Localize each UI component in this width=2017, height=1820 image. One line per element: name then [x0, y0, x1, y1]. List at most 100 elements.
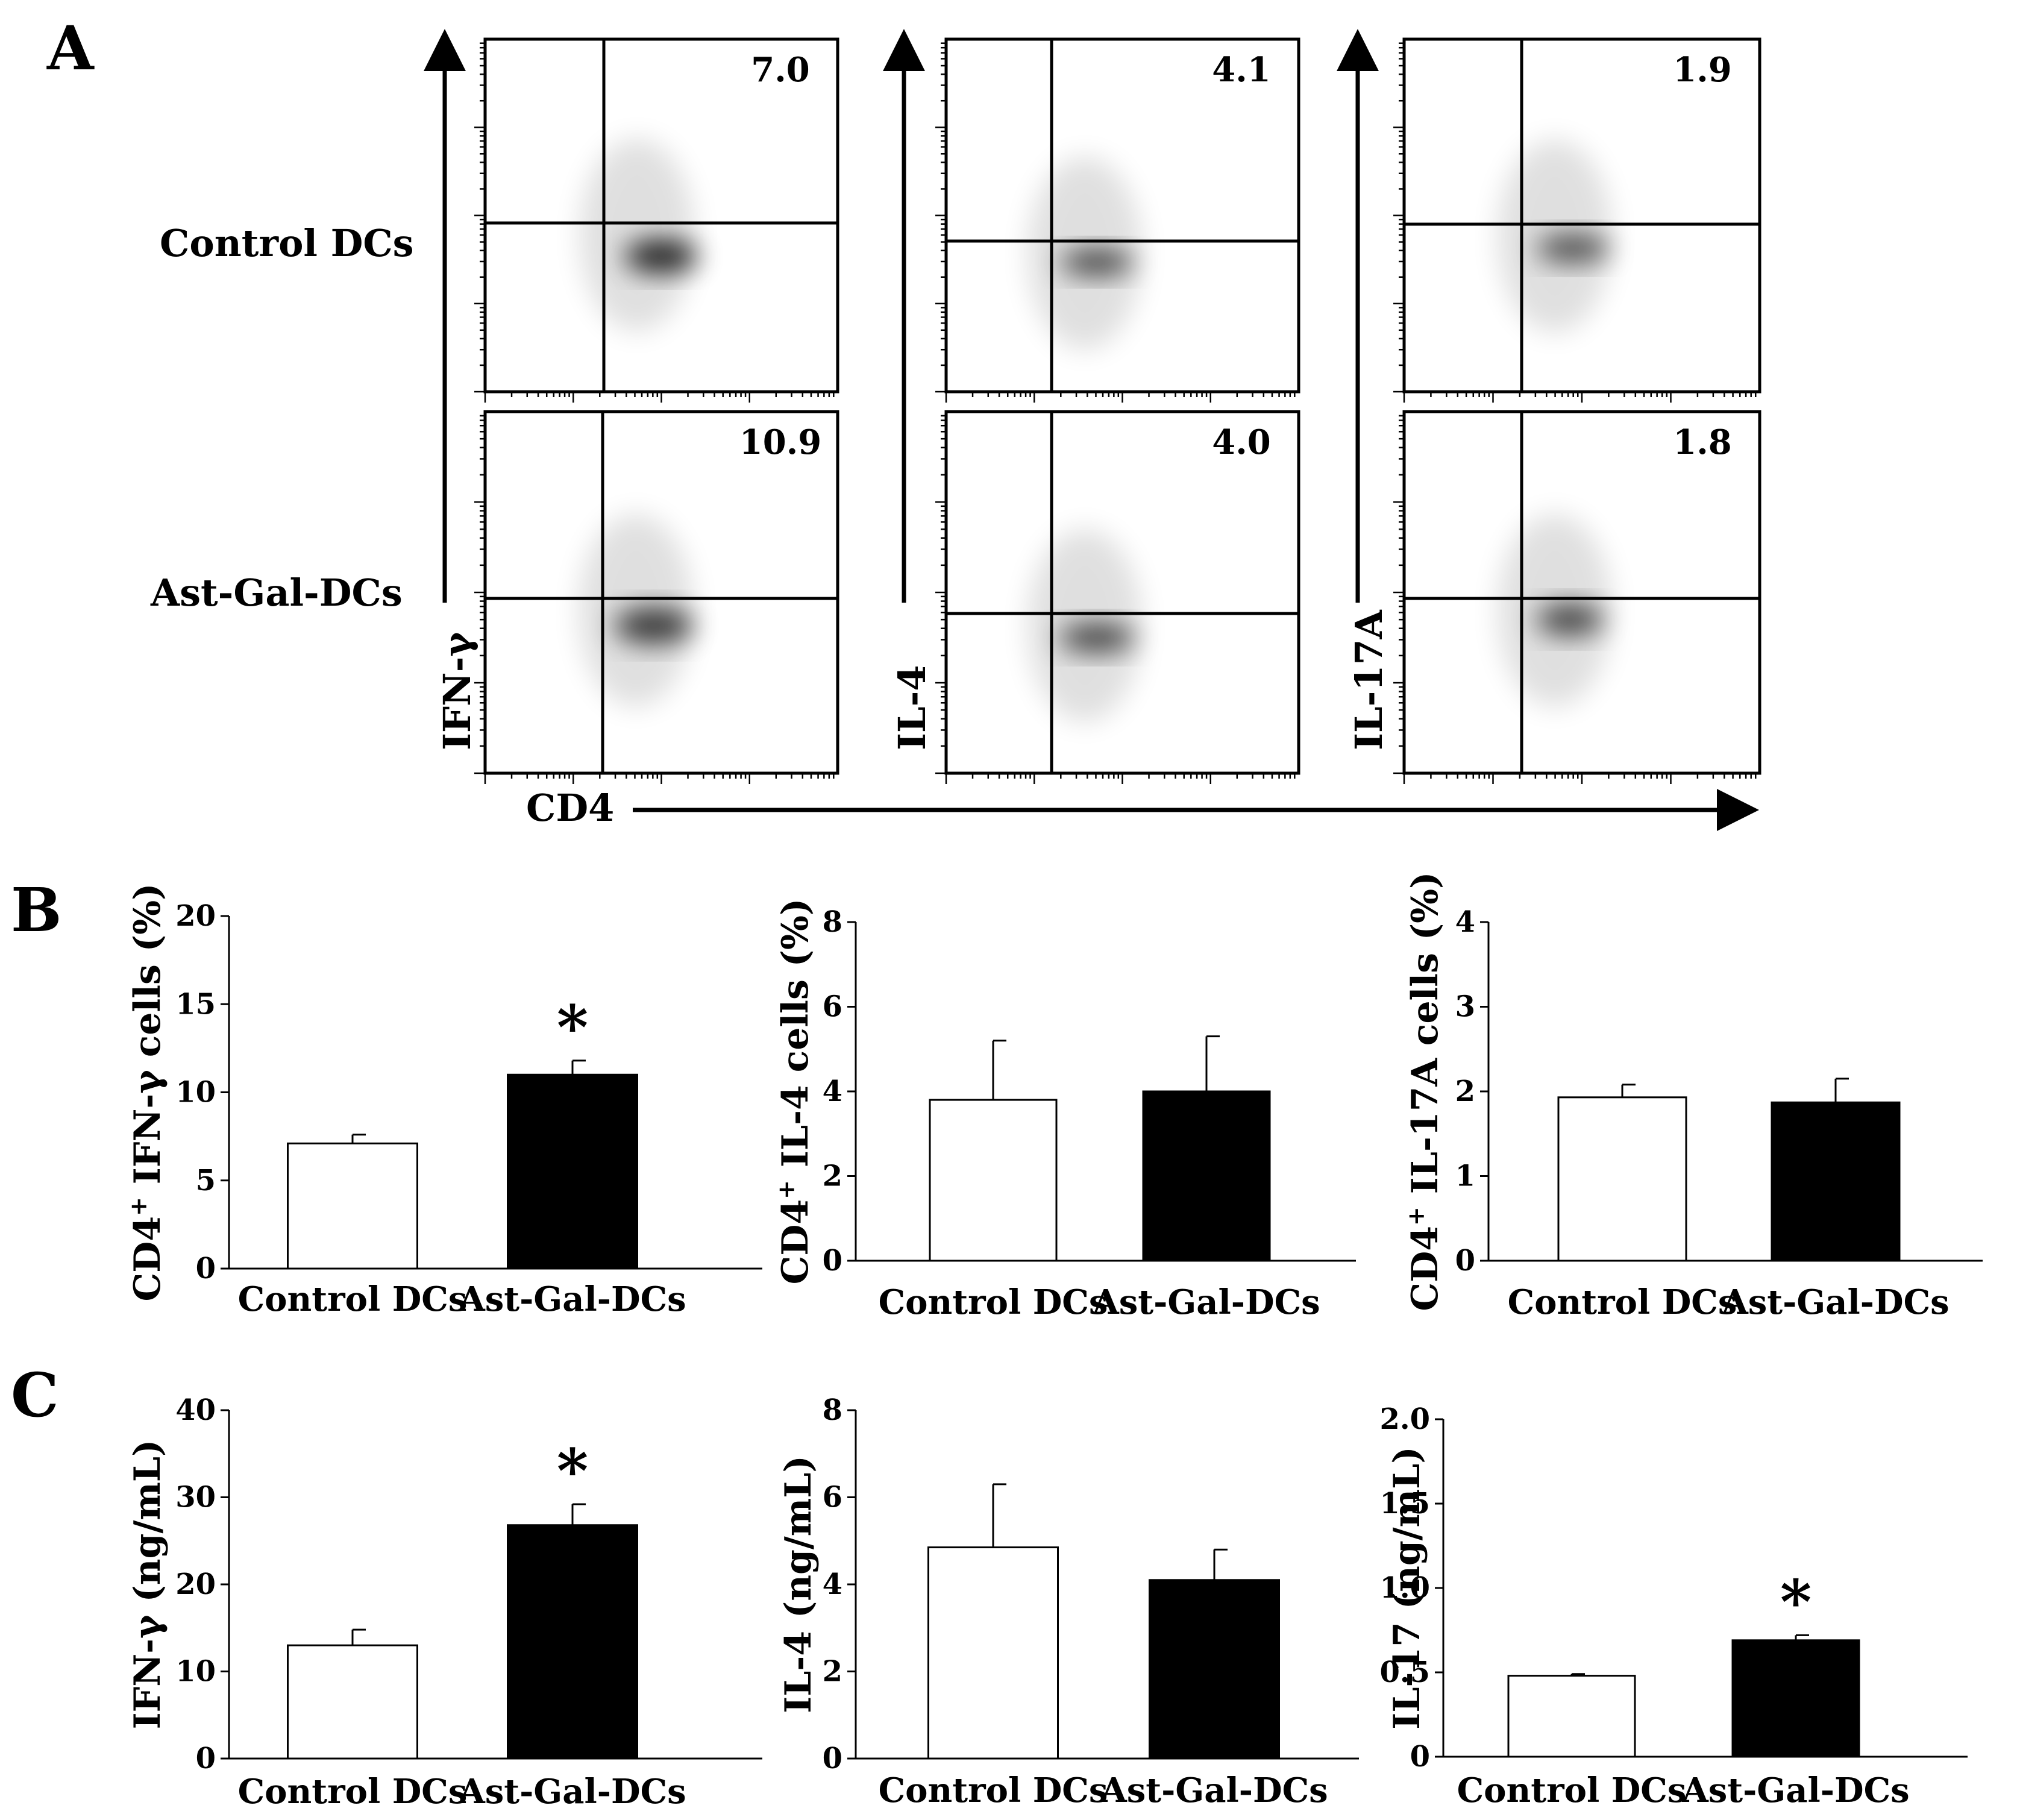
significance-marker: * — [557, 1436, 588, 1507]
y-label-il17a: IL-17A — [1347, 609, 1391, 750]
y-axis-label: CD4+ IFN-γ cells (%) — [125, 883, 169, 1302]
category-label: Ast-Gal-DCs — [1100, 1771, 1328, 1810]
y-tick-label: 5 — [196, 1164, 216, 1197]
cell-population-core — [1537, 234, 1609, 263]
y-axis-label: IL-17 (ng/mL) — [1386, 1446, 1428, 1729]
bar-astgal — [1771, 1101, 1901, 1262]
cell-population-core — [1059, 623, 1134, 652]
y-tick-label: 15 — [175, 987, 216, 1021]
quadrant-percentage: 4.1 — [1212, 50, 1270, 90]
y-tick-label: 4 — [1455, 905, 1475, 939]
quadrant-percentage: 1.8 — [1673, 422, 1731, 462]
cell-population-core — [1061, 249, 1133, 275]
y-tick-label: 2.0 — [1379, 1402, 1430, 1436]
flow-plot-r2-c2: 4.0 — [935, 410, 1300, 784]
y-tick-label: 4 — [823, 1075, 842, 1108]
cell-population-core — [1537, 604, 1603, 635]
y-tick-label: 2 — [823, 1655, 842, 1689]
cell-population-core — [615, 607, 693, 644]
panel-label-b: B — [11, 874, 62, 946]
y-label-il4: IL-4 — [890, 665, 934, 750]
significance-marker: * — [557, 992, 588, 1063]
category-label: Ast-Gal-DCs — [458, 1279, 686, 1319]
y-axis-label: CD4+ IL-17A cells (%) — [1402, 871, 1447, 1311]
category-label: Ast-Gal-DCs — [1092, 1282, 1320, 1322]
x-label-cd4: CD4 — [526, 786, 614, 830]
y-axis-label: IFN-γ (ng/mL) — [127, 1440, 169, 1730]
category-label: Ast-Gal-DCs — [1681, 1771, 1909, 1810]
y-tick-label: 10 — [175, 1655, 216, 1689]
y-tick-label: 6 — [823, 990, 842, 1024]
row-label-astgal: Ast-Gal-DCs — [150, 571, 403, 615]
category-label: Control DCs — [238, 1279, 468, 1319]
quadrant-percentage: 10.9 — [739, 422, 821, 462]
y-tick-label: 6 — [823, 1481, 842, 1514]
bar-astgal — [1731, 1639, 1860, 1758]
flow-plot-r2-c1: 10.9 — [474, 410, 839, 784]
flow-plot-r2-c3: 1.8 — [1393, 410, 1761, 784]
y-tick-label: 8 — [823, 1393, 842, 1427]
panel-label-c: C — [11, 1360, 59, 1431]
y-label-ifn: IFN-γ — [435, 632, 479, 750]
flow-plot-r1-c3: 1.9 — [1393, 37, 1761, 403]
y-tick-label: 2 — [1455, 1075, 1475, 1108]
bar-control — [1507, 1675, 1636, 1758]
y-tick-label: 4 — [823, 1567, 842, 1601]
category-label: Control DCs — [1457, 1771, 1687, 1810]
quadrant-percentage: 7.0 — [751, 50, 809, 90]
bar-astgal — [1149, 1579, 1280, 1760]
y-tick-label: 0 — [196, 1252, 216, 1285]
category-label: Ast-Gal-DCs — [1721, 1282, 1949, 1322]
y-tick-label: 10 — [175, 1076, 216, 1109]
y-tick-label: 2 — [823, 1159, 842, 1193]
y-tick-label: 1.0 — [1379, 1571, 1430, 1605]
cell-population-core — [625, 239, 697, 273]
y-tick-label: 0 — [823, 1742, 842, 1775]
y-tick-label: 3 — [1455, 990, 1475, 1024]
y-axis-label: IL-4 (ng/mL) — [777, 1455, 820, 1713]
bar-astgal — [1142, 1090, 1271, 1262]
y-tick-label: 8 — [823, 905, 842, 939]
category-label: Ast-Gal-DCs — [458, 1772, 686, 1812]
flow-plot-r1-c2: 4.1 — [935, 37, 1300, 403]
bar-control — [1557, 1096, 1687, 1262]
bar-control — [287, 1644, 418, 1760]
y-tick-label: 0 — [1455, 1244, 1475, 1278]
flow-cytometry-plots: 7.0 4.1 1.9 10.9 4.0 1.8 — [474, 37, 1761, 784]
y-tick-label: 1.5 — [1379, 1487, 1430, 1520]
category-label: Control DCs — [238, 1772, 468, 1812]
significance-marker: * — [1780, 1566, 1812, 1637]
panel-label-a: A — [46, 13, 95, 84]
bar-astgal — [507, 1073, 638, 1270]
y-tick-label: 40 — [175, 1393, 216, 1427]
bar-astgal — [507, 1524, 638, 1760]
y-tick-label: 0 — [1410, 1740, 1430, 1774]
y-tick-label: 20 — [175, 899, 216, 933]
cell-population-cloud — [580, 139, 694, 331]
quadrant-percentage: 4.0 — [1212, 422, 1270, 462]
y-tick-label: 30 — [175, 1481, 216, 1514]
bar-control — [927, 1546, 1059, 1760]
y-axis-label: CD4+ IL-4 cells (%) — [773, 899, 817, 1285]
y-tick-label: 20 — [175, 1567, 216, 1601]
category-label: Control DCs — [1508, 1282, 1737, 1322]
y-tick-label: 1 — [1455, 1159, 1475, 1193]
bar-chart-c3: 0 0.5 1.0 1.5 2.0 IL-17 (ng/mL) Control DCs * As… — [1379, 1402, 1968, 1810]
category-label: Control DCs — [879, 1771, 1108, 1810]
quadrant-percentage: 1.9 — [1673, 50, 1731, 90]
row-label-control: Control DCs — [160, 221, 414, 265]
y-tick-label: 0 — [823, 1244, 842, 1278]
category-label: Control DCs — [879, 1282, 1108, 1322]
y-tick-label: 0 — [196, 1742, 216, 1775]
bar-control — [929, 1099, 1058, 1262]
bar-control — [287, 1142, 418, 1270]
y-tick-label: 0.5 — [1379, 1655, 1430, 1689]
flow-plot-r1-c1: 7.0 — [474, 37, 839, 403]
